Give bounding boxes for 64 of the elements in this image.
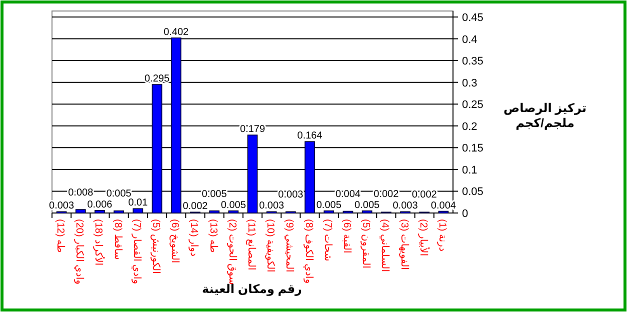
data-label: 0.402 — [164, 26, 190, 38]
x-tick-label: (7) شحات — [322, 219, 333, 262]
x-tick-label: (14) دوار — [188, 219, 200, 256]
y-tick-label: 0.45 — [462, 12, 484, 24]
x-tick-label: (18) الأكراد — [92, 219, 106, 266]
x-tick-label: (6) الشويخ — [169, 219, 180, 264]
bar — [209, 210, 220, 214]
data-label: 0.003 — [392, 200, 418, 212]
x-tick-label: (7) وادي القصار — [130, 219, 142, 284]
bar — [362, 210, 372, 214]
data-label: 0.01 — [128, 198, 148, 209]
bar — [228, 210, 239, 214]
x-tick-label: (2) الأبيار — [417, 219, 430, 256]
x-tick-label: (13) طه — [207, 219, 218, 253]
x-tick-label: (5) المقرون — [360, 219, 372, 268]
data-label: 0.003 — [49, 200, 74, 212]
bar — [324, 210, 334, 214]
y-tick-label: 0.2 — [462, 120, 478, 133]
x-tick-label: (6) القبة — [340, 219, 352, 254]
y-tick-label: 0.25 — [462, 99, 484, 112]
y-tick-label: 0.1 — [462, 164, 478, 176]
bar — [170, 38, 182, 214]
data-label: 0.003 — [278, 190, 304, 201]
data-label: 0.005 — [220, 200, 246, 211]
x-tick-label: (12) طه — [54, 219, 66, 253]
y-tick-label: 0.35 — [462, 56, 484, 68]
data-label: 0.002 — [412, 190, 438, 201]
data-label: 0.003 — [259, 200, 285, 212]
x-tick-label: (20) وادي الكبار — [74, 219, 85, 285]
x-tick-label: (1) درنة — [436, 219, 448, 252]
bar — [152, 84, 162, 214]
bar — [247, 134, 258, 214]
x-tick-label: (11) المصانع — [246, 219, 256, 270]
data-label: 0.005 — [202, 188, 228, 200]
data-label: 0.002 — [374, 188, 400, 200]
data-label: 0.164 — [297, 130, 323, 142]
bar — [94, 210, 105, 214]
x-tick-label: (2) سوق الحوت — [226, 219, 238, 285]
x-tick-label: (10) الكويفية — [264, 219, 276, 272]
x-tick-label: (8) وادي الكوف — [302, 219, 314, 284]
data-label: 0.179 — [240, 124, 266, 136]
x-tick-label: (5) الكورنيش — [150, 219, 162, 274]
data-label: 0.004 — [335, 188, 361, 200]
x-tick-label: (3) الفويهات — [398, 219, 410, 270]
bar — [304, 141, 315, 214]
data-label: 0.295 — [144, 74, 170, 85]
data-label: 0.005 — [316, 200, 342, 211]
y-tick-label: 0 — [462, 208, 468, 220]
y-tick-label: 0.3 — [462, 77, 478, 90]
y-tick-label: 0.4 — [462, 34, 478, 46]
x-axis-title: رقم ومكان العينة — [202, 282, 302, 296]
data-label: 0.005 — [106, 188, 132, 200]
x-tick-label: (4) السلماني — [379, 219, 390, 272]
y-tick-label: 0.15 — [462, 142, 484, 155]
y-tick-label: 0.05 — [462, 186, 484, 198]
y-axis-title: تركيز الرصاص ملجم/كجم — [504, 101, 586, 130]
data-label: 0.005 — [354, 200, 380, 211]
bar — [75, 209, 86, 214]
data-label: 0.002 — [182, 201, 208, 212]
data-label: 0.006 — [87, 199, 113, 210]
x-tick-label: (9) المحيشي — [284, 219, 295, 272]
x-tick-label: (8) ساقط — [112, 219, 123, 260]
bar — [132, 208, 144, 214]
bar — [114, 210, 124, 214]
